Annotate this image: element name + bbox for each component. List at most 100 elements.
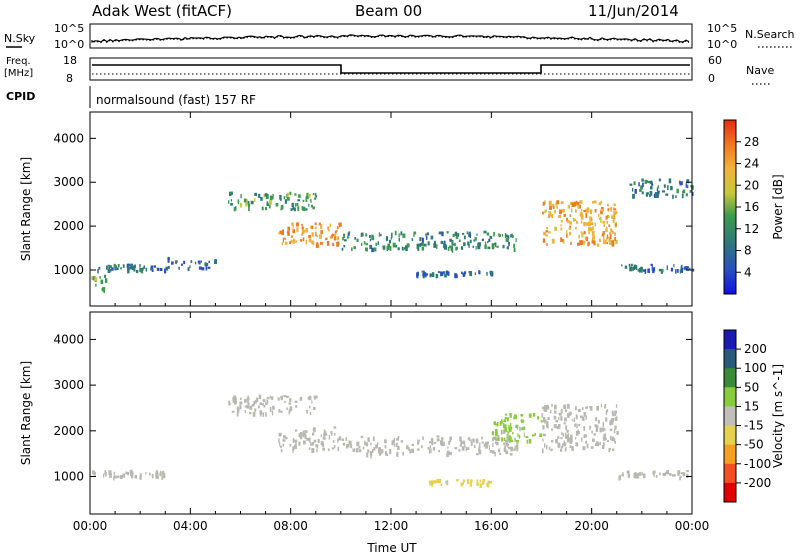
range-cell bbox=[397, 247, 400, 251]
range-cell bbox=[637, 473, 639, 477]
range-cell bbox=[347, 236, 350, 239]
range-cell bbox=[567, 220, 570, 224]
range-cell bbox=[593, 240, 596, 246]
range-cell bbox=[489, 481, 492, 484]
range-cell bbox=[542, 433, 546, 437]
range-cell bbox=[384, 451, 387, 456]
range-cell bbox=[609, 435, 612, 441]
range-cell bbox=[590, 406, 593, 411]
range-cell bbox=[682, 472, 686, 477]
range-cell bbox=[649, 181, 653, 185]
range-cell bbox=[648, 180, 651, 184]
range-cell bbox=[313, 406, 316, 411]
range-cell bbox=[637, 268, 639, 272]
velocity-data-layer bbox=[92, 394, 689, 488]
range-cell bbox=[547, 404, 549, 410]
range-cell bbox=[463, 271, 467, 275]
range-cell bbox=[318, 222, 321, 226]
x-tick-label: 04:00 bbox=[173, 519, 208, 533]
range-cell bbox=[479, 483, 482, 488]
range-cell bbox=[567, 403, 570, 409]
range-cell bbox=[298, 441, 301, 446]
range-cell bbox=[662, 473, 666, 477]
range-cell bbox=[463, 242, 466, 247]
range-cell bbox=[308, 447, 311, 450]
range-cell bbox=[425, 233, 427, 237]
range-cell bbox=[145, 267, 148, 272]
range-cell bbox=[421, 242, 424, 247]
range-cell bbox=[485, 441, 489, 446]
range-cell bbox=[351, 247, 353, 251]
range-cell bbox=[509, 439, 512, 442]
range-cell bbox=[417, 441, 420, 445]
range-cell bbox=[607, 215, 610, 219]
range-cell bbox=[581, 232, 584, 238]
range-cell bbox=[608, 448, 611, 453]
range-cell bbox=[667, 185, 669, 190]
range-cell bbox=[159, 267, 163, 271]
range-cell bbox=[473, 438, 475, 443]
range-cell bbox=[426, 235, 428, 240]
range-cell bbox=[566, 233, 568, 238]
range-cell bbox=[379, 452, 381, 456]
range-cell bbox=[167, 266, 170, 269]
range-cell bbox=[325, 237, 328, 241]
scatter-region bbox=[621, 263, 695, 274]
range-cell bbox=[583, 221, 586, 227]
range-cell bbox=[308, 203, 310, 207]
range-cell bbox=[369, 238, 372, 242]
range-cell bbox=[686, 470, 689, 473]
range-cell bbox=[506, 417, 509, 422]
range-cell bbox=[322, 436, 326, 440]
range-cell bbox=[401, 246, 403, 251]
range-cell bbox=[555, 424, 557, 429]
colorbar-tick-label: 12 bbox=[744, 222, 759, 236]
velocity-colorbar-cell bbox=[724, 368, 736, 388]
range-cell bbox=[544, 200, 546, 205]
range-cell bbox=[311, 441, 315, 445]
range-cell bbox=[567, 204, 571, 209]
range-cell bbox=[327, 448, 330, 451]
range-cell bbox=[467, 447, 470, 450]
range-cell bbox=[288, 402, 292, 405]
range-cell bbox=[606, 409, 609, 413]
range-cell bbox=[428, 441, 432, 444]
range-cell bbox=[598, 213, 600, 218]
range-cell bbox=[240, 194, 242, 199]
range-cell bbox=[542, 425, 545, 430]
range-cell bbox=[289, 398, 292, 402]
range-cell bbox=[650, 263, 653, 266]
range-cell bbox=[478, 446, 481, 451]
range-cell bbox=[269, 204, 271, 207]
range-cell bbox=[367, 437, 370, 442]
range-cell bbox=[201, 267, 205, 271]
range-cell bbox=[285, 436, 288, 440]
range-cell bbox=[440, 483, 443, 487]
velocity-colorbar: 200 100 50 15 -15 -50 -100 -200 Velocity [m s^-… bbox=[723, 329, 785, 503]
range-cell bbox=[671, 474, 674, 477]
range-cell bbox=[296, 227, 299, 232]
range-cell bbox=[448, 440, 451, 445]
y-tick-label: 4000 bbox=[53, 332, 84, 346]
range-cell bbox=[102, 287, 105, 292]
range-cell bbox=[578, 423, 581, 426]
range-cell bbox=[467, 437, 469, 440]
range-cell bbox=[436, 435, 440, 438]
range-cell bbox=[553, 415, 557, 420]
range-cell bbox=[479, 442, 481, 447]
range-cell bbox=[556, 206, 559, 209]
range-cell bbox=[638, 182, 640, 187]
range-cell bbox=[510, 446, 513, 452]
range-cell bbox=[198, 262, 201, 265]
scatter-region bbox=[278, 222, 342, 248]
range-cell bbox=[290, 235, 293, 238]
range-cell bbox=[234, 400, 237, 405]
range-cell bbox=[585, 440, 588, 444]
range-cell bbox=[549, 200, 552, 206]
range-cell bbox=[294, 400, 298, 403]
range-cell bbox=[308, 238, 312, 243]
range-cell bbox=[159, 472, 162, 477]
range-cell bbox=[598, 217, 602, 220]
range-cell bbox=[551, 238, 555, 244]
range-cell bbox=[190, 260, 193, 263]
